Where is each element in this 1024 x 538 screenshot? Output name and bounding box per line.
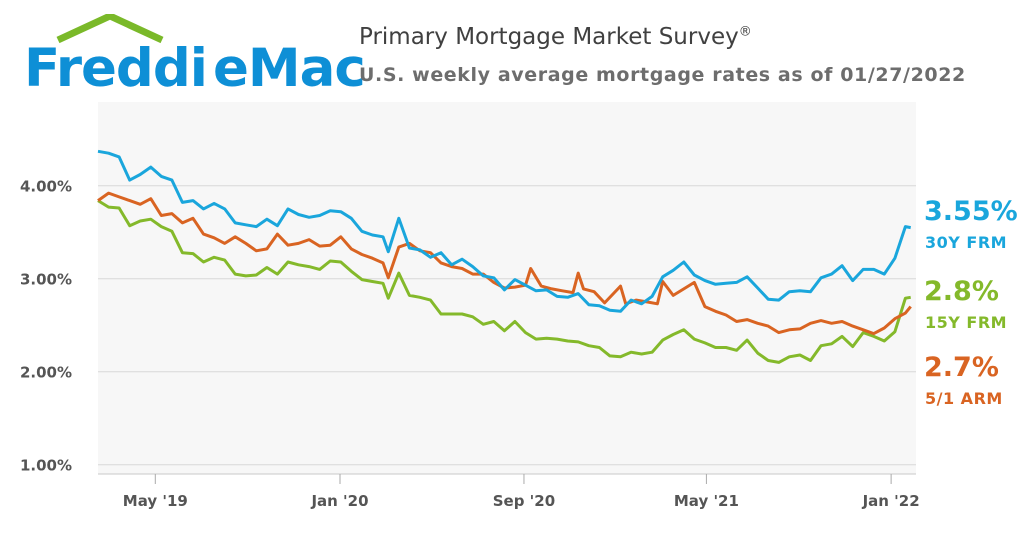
rate-value-frm30: 3.55% bbox=[924, 196, 1018, 227]
y-tick-label: 4.00% bbox=[20, 178, 72, 196]
y-tick-label: 2.00% bbox=[20, 364, 72, 382]
y-tick-label: 1.00% bbox=[20, 457, 72, 475]
chart-subtitle: U.S. weekly average mortgage rates as of… bbox=[359, 64, 966, 86]
rate-name-frm15: 15Y FRM bbox=[925, 313, 1008, 332]
y-axis-labels: 1.00% 2.00% 3.00% 4.00% bbox=[20, 178, 72, 475]
y-tick-label: 3.00% bbox=[20, 271, 72, 289]
house-roof-icon bbox=[56, 14, 164, 44]
x-tick-label: May '21 bbox=[674, 492, 739, 510]
x-tick-label: Sep '20 bbox=[493, 492, 555, 510]
series-line-arm51 bbox=[97, 191, 912, 336]
grid-lines bbox=[98, 185, 916, 466]
rate-name-arm51: 5/1 ARM bbox=[925, 389, 1003, 408]
x-tick-label: May '19 bbox=[123, 492, 188, 510]
logo-wordmark: Freddi eMac bbox=[24, 38, 366, 99]
rate-value-frm15: 2.8% bbox=[924, 276, 999, 307]
chart-title: Primary Mortgage Market Survey® bbox=[359, 24, 752, 50]
x-axis-labels: May '19 Jan '20 Sep '20 May '21 Jan '22 bbox=[98, 473, 920, 510]
x-tick-label: Jan '22 bbox=[862, 492, 920, 510]
rate-name-frm30: 30Y FRM bbox=[925, 233, 1008, 252]
x-tick-label: Jan '20 bbox=[310, 492, 368, 510]
rate-value-arm51: 2.7% bbox=[924, 352, 999, 383]
registered-mark: ® bbox=[738, 24, 752, 40]
chart-title-text: Primary Mortgage Market Survey bbox=[359, 24, 739, 50]
series-line-frm15 bbox=[97, 199, 911, 364]
series-lines bbox=[97, 149, 912, 364]
series-line-frm30 bbox=[97, 149, 911, 313]
freddie-mac-logo: Freddi eMac bbox=[20, 8, 366, 99]
